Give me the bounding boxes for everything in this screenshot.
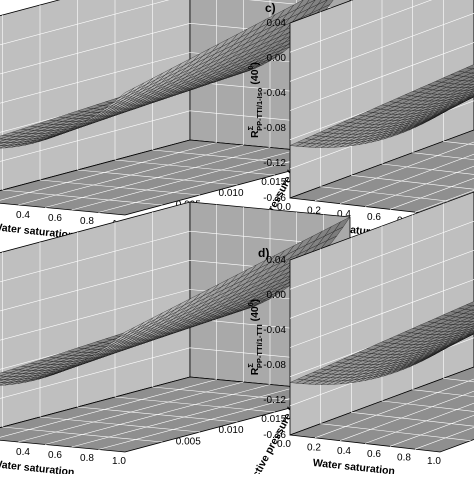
x-tick-label: 0.2: [307, 442, 321, 453]
x-tick-label: 1.0: [112, 456, 126, 467]
x-tick-label: 0.8: [397, 453, 411, 464]
x-tick-label: 0.8: [80, 216, 94, 227]
x-tick-label: 0.4: [16, 447, 30, 458]
panel-label-c: c): [265, 1, 276, 15]
x-tick-label: 0.4: [337, 446, 351, 457]
x-tick-label: 1.0: [427, 456, 441, 467]
z-tick-label: -0.12: [263, 158, 286, 169]
z-tick-label: 0.04: [267, 18, 287, 29]
x-tick-label: 0.8: [80, 453, 94, 464]
y-tick-label: 0.005: [176, 437, 201, 448]
x-axis-label: Water saturation: [0, 458, 75, 474]
x-tick-label: 0.6: [367, 212, 381, 223]
z-tick-label: -0.16: [263, 193, 286, 204]
x-tick-label: 0.6: [367, 449, 381, 460]
z-tick-label: -0.12: [263, 395, 286, 406]
x-axis-label: Water saturation: [312, 457, 395, 474]
z-tick-label: -0.16: [263, 430, 286, 441]
z-tick-label: -0.04: [263, 88, 286, 99]
z-tick-label: -0.08: [263, 360, 286, 371]
z-tick-label: -0.08: [263, 123, 286, 134]
x-tick-label: 0.4: [16, 210, 30, 221]
z-tick-label: -0.04: [263, 325, 286, 336]
panel-label-d: d): [258, 246, 269, 260]
z-tick-label: 0.00: [267, 53, 287, 64]
z-tick-label: 0.04: [267, 255, 287, 266]
y-tick-label: 0.010: [219, 425, 244, 436]
x-tick-label: 0.6: [48, 450, 62, 461]
y-tick-label: 0.010: [219, 188, 244, 199]
x-tick-label: 0.6: [48, 213, 62, 224]
z-tick-label: 0.00: [267, 290, 287, 301]
